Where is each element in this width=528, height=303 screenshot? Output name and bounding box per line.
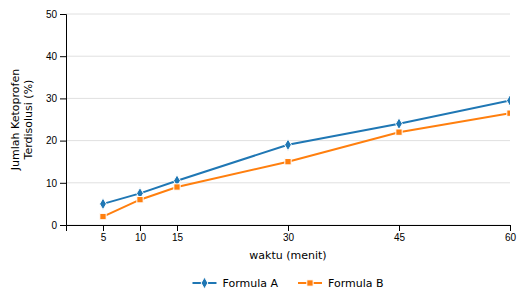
y-tick-label: 0 xyxy=(51,220,57,231)
y-tick: 30 xyxy=(46,93,66,104)
legend: Formula A Formula B xyxy=(192,277,383,290)
point xyxy=(396,118,403,130)
grid-line xyxy=(66,98,510,99)
legend-item: Formula B xyxy=(298,277,384,290)
x-tick-mark xyxy=(510,225,511,231)
x-tick-label: 5 xyxy=(101,232,107,243)
y-tick-mark xyxy=(60,98,66,99)
point xyxy=(507,95,510,107)
y-tick-mark xyxy=(60,56,66,57)
marks xyxy=(100,95,510,220)
y-tick: 10 xyxy=(46,178,66,189)
series-line xyxy=(103,101,510,204)
chart: 5 10 15 30 45 60 0 10 20 30 40 50 waktu (menit) Jumla… xyxy=(0,0,528,303)
x-tick-mark xyxy=(103,225,104,231)
x-tick: 45 xyxy=(394,225,406,243)
y-tick-mark xyxy=(60,14,66,15)
y-tick: 20 xyxy=(46,135,66,146)
x-tick-label: 30 xyxy=(283,232,295,243)
point xyxy=(285,139,292,151)
y-tick-label: 40 xyxy=(46,51,58,62)
x-tick-label: 15 xyxy=(172,232,184,243)
legend-label: Formula A xyxy=(222,277,278,290)
grid xyxy=(66,14,510,225)
y-axis-title: Jumlah KetoprofenTerdisolusi (%) xyxy=(9,69,35,171)
plot: 5 10 15 30 45 60 0 10 20 30 40 50 waktu (menit) Jumla… xyxy=(9,9,516,262)
y-tick-mark xyxy=(60,141,66,142)
x-tick-label: 45 xyxy=(394,232,406,243)
x-tick: 60 xyxy=(505,225,517,243)
y-axis: 0 10 20 30 40 50 xyxy=(46,9,67,231)
y-tick: 50 xyxy=(46,9,66,20)
legend-marker xyxy=(201,277,208,289)
x-tick: 15 xyxy=(172,225,184,243)
x-tick: 5 xyxy=(101,225,107,243)
x-axis-title: waktu (menit) xyxy=(249,249,326,262)
y-tick-label: 10 xyxy=(46,178,58,189)
x-tick: 30 xyxy=(283,225,295,243)
x-tick-mark xyxy=(177,225,178,231)
y-tick: 0 xyxy=(51,220,66,231)
y-axis-line xyxy=(60,15,67,226)
grid-line xyxy=(66,14,510,15)
series-line xyxy=(103,113,510,216)
x-tick-mark xyxy=(140,225,141,231)
legend-label: Formula B xyxy=(328,277,384,290)
x-tick-label: 10 xyxy=(135,232,147,243)
x-tick-mark xyxy=(288,225,289,231)
x-axis: 5 10 15 30 45 60 xyxy=(67,225,517,243)
point xyxy=(396,129,402,135)
grid-line xyxy=(66,182,510,183)
y-tick-label: 30 xyxy=(46,93,58,104)
point xyxy=(100,198,107,210)
point xyxy=(174,184,180,190)
x-axis-line xyxy=(67,226,511,232)
y-tick-label: 20 xyxy=(46,135,58,146)
point xyxy=(285,159,291,165)
y-tick: 40 xyxy=(46,51,66,62)
y-tick-label: 50 xyxy=(46,9,58,20)
point xyxy=(507,110,510,116)
point xyxy=(100,213,106,219)
legend-item: Formula A xyxy=(192,277,278,290)
point xyxy=(137,197,143,203)
y-tick-mark xyxy=(60,225,66,226)
x-tick-mark xyxy=(399,225,400,231)
x-tick-label: 60 xyxy=(505,232,517,243)
x-tick: 10 xyxy=(135,225,147,243)
y-tick-mark xyxy=(60,183,66,184)
grid-line xyxy=(66,56,510,57)
legend-marker xyxy=(307,280,313,286)
